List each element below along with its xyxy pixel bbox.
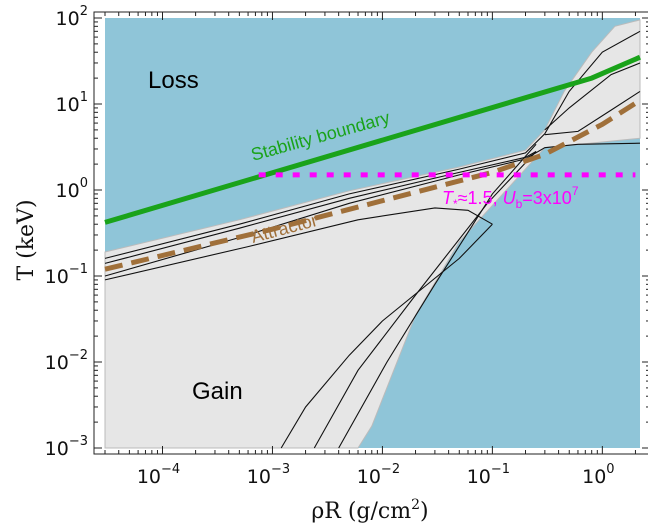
attractor-line [104, 98, 642, 272]
gain-label: Gain [192, 378, 243, 405]
y-tick-label: 102 [56, 4, 88, 30]
x-tick-label: 10−2 [357, 462, 400, 488]
y-axis-title: T (keV) [14, 199, 39, 280]
contour-line-2 [104, 151, 537, 264]
y-tick-label: 101 [56, 90, 88, 116]
y-tick-label: 100 [56, 176, 88, 202]
loss-label: Loss [148, 67, 199, 94]
contour-line-5 [280, 223, 493, 449]
tstar-label: T*≈1.5, Ub=3x107 [442, 184, 579, 211]
contour-lines [104, 30, 641, 449]
x-tick-label: 10−4 [137, 462, 180, 488]
x-axis-title: ρR (g/cm2) [311, 497, 428, 524]
y-tick-label: 10−1 [45, 262, 88, 288]
contour-line-9 [544, 90, 641, 136]
y-axis-ticks: 10−3 10−2 10−1 100 101 102 [45, 4, 648, 460]
y-tick-label: 10−2 [45, 348, 88, 374]
contour-line-3 [104, 142, 641, 277]
stability-boundary-line [104, 54, 641, 225]
x-tick-label: 10−1 [467, 462, 510, 488]
contour-line-7 [338, 143, 537, 449]
contour-line-4 [104, 207, 493, 281]
contour-line-1 [104, 30, 641, 259]
x-tick-label: 100 [582, 462, 614, 488]
contour-line-8 [544, 62, 641, 131]
y-tick-label: 10−3 [45, 434, 88, 460]
contour-line-6 [313, 151, 537, 449]
gain-region [104, 19, 641, 449]
x-tick-label: 10−3 [247, 462, 290, 488]
x-axis-ticks: 10−4 10−3 10−2 10−1 100 [104, 12, 636, 488]
